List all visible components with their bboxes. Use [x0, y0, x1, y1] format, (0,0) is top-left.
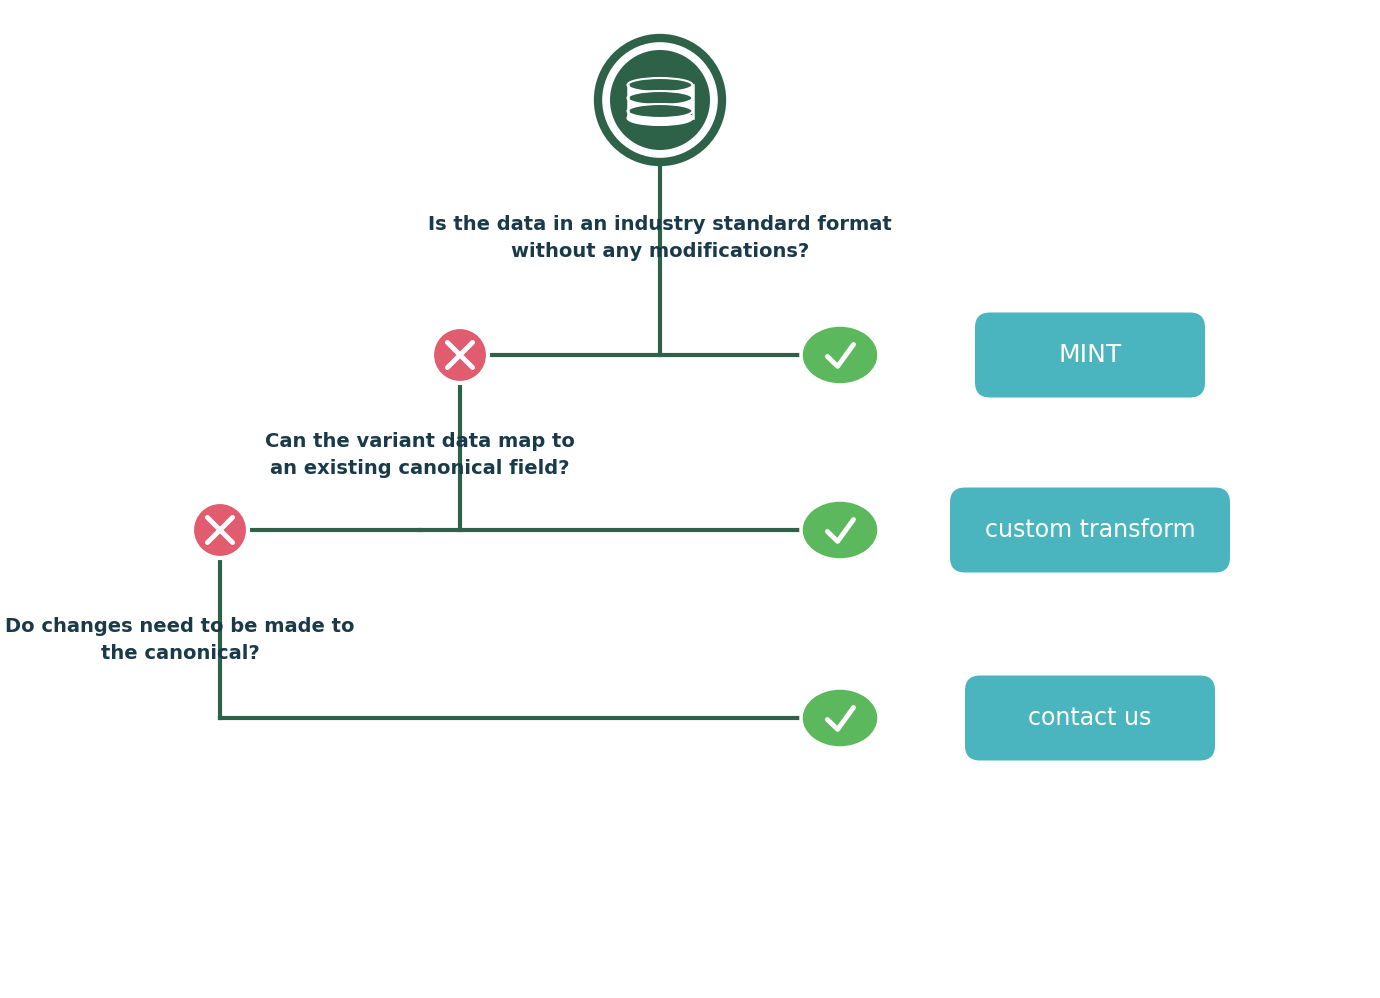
FancyBboxPatch shape — [976, 312, 1205, 397]
Ellipse shape — [800, 688, 879, 748]
Polygon shape — [628, 85, 693, 98]
Text: Can the variant data map to
an existing canonical field?: Can the variant data map to an existing … — [265, 432, 575, 478]
Text: Do changes need to be made to
the canonical?: Do changes need to be made to the canoni… — [6, 617, 355, 663]
Polygon shape — [628, 98, 693, 111]
Circle shape — [598, 38, 722, 162]
Circle shape — [432, 327, 489, 383]
Ellipse shape — [628, 111, 693, 125]
Text: contact us: contact us — [1028, 706, 1152, 730]
Ellipse shape — [628, 91, 693, 105]
Circle shape — [610, 50, 709, 150]
Text: MINT: MINT — [1058, 343, 1122, 367]
Ellipse shape — [800, 500, 879, 560]
FancyBboxPatch shape — [949, 487, 1230, 573]
Text: custom transform: custom transform — [985, 518, 1195, 542]
Ellipse shape — [628, 78, 693, 92]
Text: Is the data in an industry standard format
without any modifications?: Is the data in an industry standard form… — [428, 216, 891, 260]
FancyBboxPatch shape — [965, 676, 1214, 760]
Circle shape — [192, 502, 248, 558]
Ellipse shape — [800, 325, 879, 385]
Ellipse shape — [628, 104, 693, 118]
